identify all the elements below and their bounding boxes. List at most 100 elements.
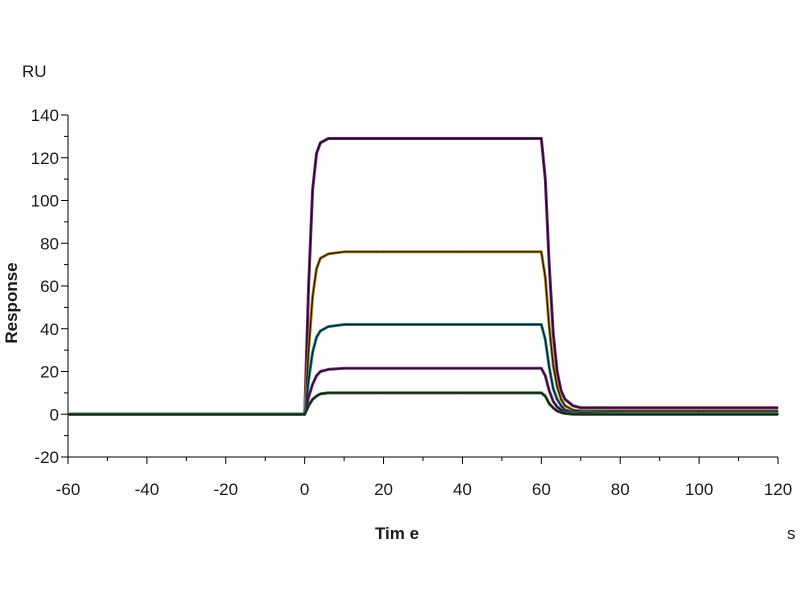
data-point	[319, 393, 322, 395]
y-tick-label: 100	[31, 192, 59, 211]
data-point	[544, 276, 546, 279]
data-point	[556, 385, 558, 388]
data-point	[536, 367, 538, 369]
data-point	[548, 402, 550, 405]
data-point	[544, 375, 546, 377]
data-point	[564, 398, 566, 400]
data-point	[556, 398, 558, 400]
x-tick-label: 60	[532, 480, 551, 499]
data-point	[698, 413, 700, 415]
data-point	[619, 410, 621, 412]
y-unit-label: RU	[22, 62, 47, 81]
data-point	[698, 410, 700, 412]
data-point	[308, 405, 310, 407]
x-tick-label: 100	[685, 480, 713, 499]
data-point	[548, 326, 550, 328]
data-point	[343, 392, 345, 394]
data-point	[382, 251, 385, 253]
data-point	[552, 364, 554, 366]
data-point	[308, 285, 310, 287]
data-point	[327, 326, 329, 328]
data-point	[308, 349, 310, 351]
data-point	[564, 405, 566, 407]
data-point	[327, 253, 329, 255]
data-point	[343, 137, 345, 140]
data-point	[540, 251, 542, 253]
data-point	[536, 137, 538, 140]
axes	[67, 115, 778, 458]
y-tick-label: 20	[40, 363, 59, 382]
data-point	[552, 407, 554, 409]
data-point	[777, 413, 779, 415]
x-tick-label: 0	[300, 480, 309, 499]
data-point	[382, 392, 385, 394]
x-tick-label: 80	[611, 480, 630, 499]
data-point	[343, 367, 345, 369]
series-line-measured	[68, 137, 778, 416]
data-point	[311, 398, 314, 400]
data-point	[619, 407, 621, 409]
data-point	[308, 379, 310, 381]
y-ticks: -20 0 20 40 60 80 100 120 140	[31, 106, 68, 467]
data-point	[544, 338, 546, 341]
series-line-measured	[68, 250, 778, 416]
data-point	[540, 392, 542, 394]
data-point	[461, 323, 464, 326]
data-point	[343, 323, 345, 326]
data-point	[315, 336, 318, 338]
data-point	[548, 264, 550, 266]
data-point	[319, 257, 322, 259]
data-point	[777, 410, 779, 412]
data-point	[343, 251, 345, 253]
data-point	[580, 407, 582, 409]
series-layer	[67, 137, 779, 416]
x-tick-label: 40	[453, 480, 472, 499]
data-point	[319, 142, 322, 144]
data-point	[536, 392, 538, 394]
y-tick-label: 140	[31, 106, 59, 125]
data-point	[536, 251, 538, 253]
data-point	[777, 407, 779, 409]
data-point	[304, 413, 306, 415]
data-point	[327, 137, 329, 140]
data-point	[315, 152, 318, 155]
x-axis-title: Tim e	[375, 524, 419, 543]
data-point	[540, 367, 542, 369]
data-point	[560, 409, 562, 411]
data-point	[315, 268, 318, 270]
data-point	[461, 251, 464, 253]
data-point	[572, 405, 574, 407]
data-point	[552, 400, 554, 403]
data-point	[308, 396, 310, 398]
y-tick-label: 60	[40, 277, 59, 296]
data-point	[536, 323, 538, 326]
data-point	[461, 137, 464, 140]
data-point	[698, 407, 700, 409]
data-point	[67, 413, 69, 415]
data-point	[319, 370, 322, 373]
data-point	[327, 368, 329, 370]
x-tick-label: 20	[374, 480, 393, 499]
data-point	[319, 330, 322, 332]
y-axis-title: Response	[2, 262, 21, 343]
x-unit-label: s	[787, 524, 796, 543]
data-point	[315, 395, 318, 397]
data-point	[560, 411, 562, 414]
data-point	[461, 367, 464, 369]
data-point	[540, 323, 542, 326]
data-point	[560, 405, 562, 407]
y-tick-label: 40	[40, 320, 59, 339]
y-tick-label: 120	[31, 149, 59, 168]
data-point	[556, 370, 558, 373]
series-line-fit	[68, 137, 778, 415]
data-point	[619, 413, 621, 415]
data-point	[311, 351, 314, 353]
data-point	[382, 323, 385, 326]
data-point	[548, 390, 550, 392]
data-point	[556, 410, 558, 412]
data-point	[560, 398, 562, 400]
series-line-fit	[68, 392, 778, 415]
data-point	[311, 383, 314, 385]
y-tick-label: 80	[40, 234, 59, 253]
